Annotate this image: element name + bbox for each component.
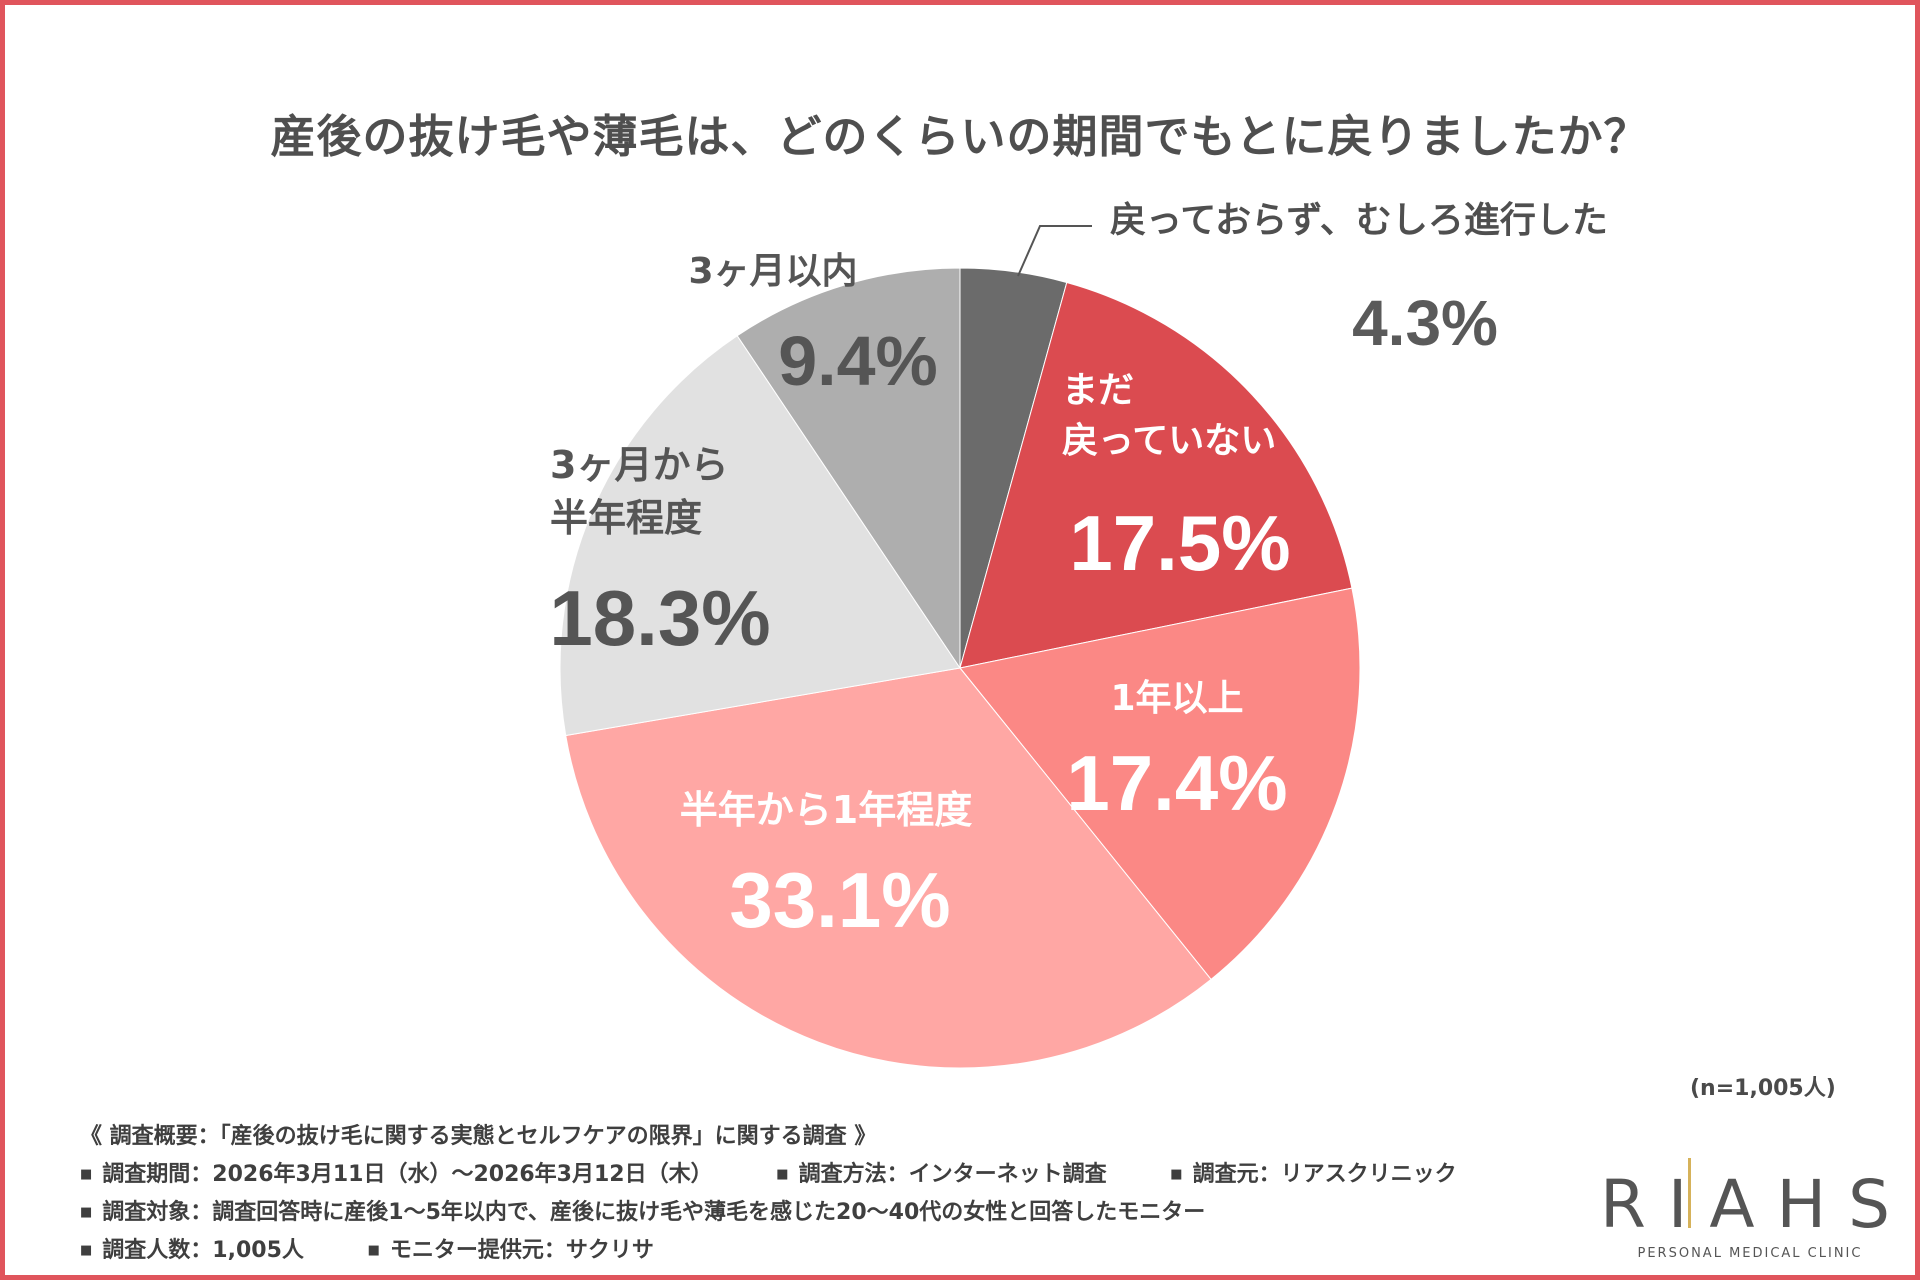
chart-title: 産後の抜け毛や薄毛は、どのくらいの期間でもとに戻りましたか？ — [270, 110, 1650, 163]
clinic-logo: RIAHS PERSONAL MEDICAL CLINIC — [1600, 1166, 1912, 1262]
slice-value-4: 33.1% — [729, 856, 950, 944]
slice-label-6: 3ヶ月以内 — [688, 251, 857, 292]
survey-footer: 《 調査概要：「産後の抜け毛に関する実態とセルフケアの限界」に関する調査 》 調… — [80, 1118, 1513, 1270]
sample-size-note: (n=1,005人) — [1690, 1076, 1836, 1101]
survey-summary: 《 調査概要：「産後の抜け毛に関する実態とセルフケアの限界」に関する調査 》 — [80, 1124, 877, 1149]
pie-slice-4 — [565, 667, 1212, 1069]
slice-value-3: 17.4% — [1066, 739, 1287, 827]
pie-slice-5 — [559, 335, 961, 737]
slice-label-1: 戻っておらず、むしろ進行した — [1110, 200, 1608, 241]
slice-value-5: 18.3% — [549, 574, 770, 662]
leader-line — [1017, 225, 1092, 277]
logo-wordmark: RIAHS — [1600, 1166, 1912, 1243]
slice-label-2: まだ戻っていない — [1062, 370, 1276, 461]
survey-target: 調査対象：調査回答時に産後1〜5年以内で、産後に抜け毛や薄毛を感じた20〜40代… — [80, 1194, 1205, 1235]
pie-slice-3 — [959, 587, 1361, 981]
survey-count: 調査人数：1,005人 — [80, 1232, 304, 1273]
slice-label-4: 半年から1年程度 — [680, 788, 972, 832]
survey-method: 調査方法：インターネット調査 — [776, 1156, 1107, 1197]
slice-value-2: 17.5% — [1069, 499, 1290, 587]
logo-accent-bar — [1688, 1158, 1691, 1228]
slice-label-3: 1年以上 — [1110, 678, 1243, 719]
pie-slice-2 — [959, 281, 1353, 669]
survey-period: 調査期間：2026年3月11日（水）〜2026年3月12日（木） — [80, 1156, 712, 1197]
slice-value-1: 4.3% — [1352, 287, 1498, 359]
logo-tagline: PERSONAL MEDICAL CLINIC — [1637, 1246, 1863, 1261]
survey-source: 調査元：リアスクリニック — [1170, 1156, 1457, 1197]
survey-provider: モニター提供元：サクリサ — [368, 1232, 654, 1273]
pie-slice-6 — [736, 267, 961, 670]
slice-label-5: 3ヶ月から半年程度 — [550, 443, 728, 540]
slice-value-6: 9.4% — [778, 322, 938, 400]
